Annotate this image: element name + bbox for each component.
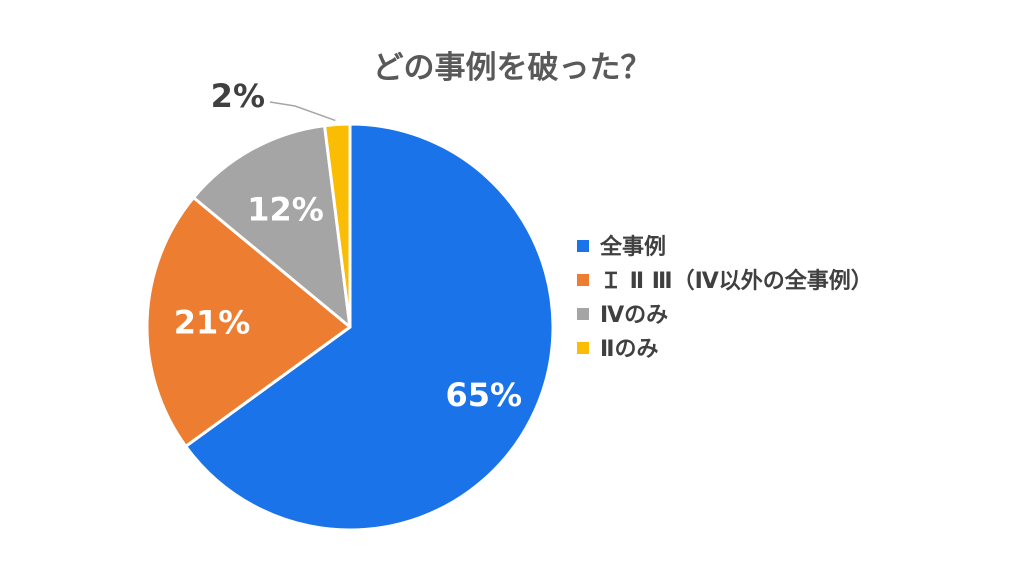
legend-label: Ⅱのみ [600,337,659,362]
legend-label: 全事例 [599,234,666,260]
pie-slices [145,122,555,532]
legend-swatch [577,274,589,286]
chart-title: どの事例を破った？ [373,50,652,86]
legend-swatch [577,308,589,320]
pie-slice-case-4-only [192,124,352,329]
pie-slice-all-cases [184,122,555,532]
data-label-case-4-only: 12% [247,191,324,229]
legend-label: Ⅳのみ [600,303,668,328]
leader-line-case-2-only [269,101,336,122]
pie-slice-cases-1-2-3 [145,196,352,448]
data-label-all-cases: 65% [446,376,523,414]
legend-item-cases-1-2-3: Ｉ Ⅱ Ⅲ（Ⅳ以外の全事例） [577,268,873,294]
leader-lines [269,101,336,122]
legend-item-all-cases: 全事例 [577,234,666,260]
data-labels: 65% 21% 12% 2% [174,77,522,414]
data-label-case-2-only: 2% [211,77,265,115]
legend-item-case-4-only: Ⅳのみ [577,303,668,328]
legend-swatch [577,342,589,354]
data-label-cases-1-2-3: 21% [174,304,251,342]
legend-swatch [577,240,589,252]
legend-item-case-2-only: Ⅱのみ [577,337,659,362]
legend: 全事例 Ｉ Ⅱ Ⅲ（Ⅳ以外の全事例） Ⅳのみ Ⅱのみ [577,234,873,362]
legend-label: Ｉ Ⅱ Ⅲ（Ⅳ以外の全事例） [600,268,873,294]
pie-slice-case-2-only [323,122,352,329]
